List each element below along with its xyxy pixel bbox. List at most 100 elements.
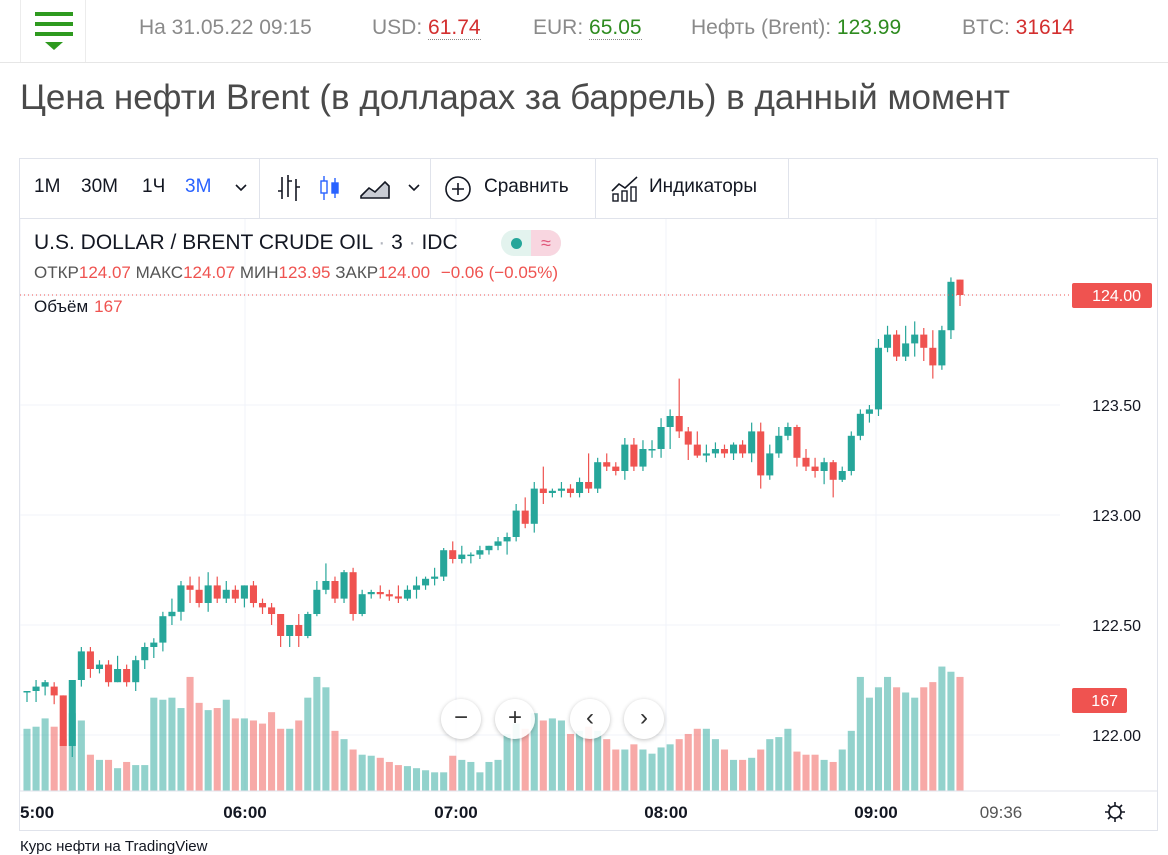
indicators-icon — [611, 176, 638, 202]
candle-body — [603, 462, 611, 467]
candle-body — [249, 585, 257, 603]
candlestick-icon[interactable] — [318, 173, 342, 203]
volume-bar — [811, 754, 819, 791]
ohlc-legend: ОТКР124.07 МАКС124.07 МИН123.95 ЗАКР124.… — [34, 263, 558, 283]
candle-body — [630, 444, 638, 467]
candle-body — [195, 589, 203, 603]
volume-bar — [594, 730, 602, 791]
volume-bar — [123, 761, 131, 791]
candle-body — [865, 409, 873, 414]
volume-bar — [159, 699, 167, 791]
last-price-badge — [1072, 283, 1152, 308]
candle-body — [639, 449, 647, 467]
volume-bar — [449, 755, 457, 791]
volume-bar — [775, 737, 783, 791]
ticker-brent[interactable]: Нефть (Brent): 123.99 — [691, 16, 901, 40]
volume-bar — [376, 757, 384, 791]
candle-body — [648, 449, 656, 451]
candle-body — [59, 695, 67, 746]
page-title: Цена нефти Brent (в долларах за баррель)… — [20, 78, 1010, 117]
close-label: ЗАКР — [335, 263, 379, 282]
interval-1m[interactable]: 1М — [34, 176, 61, 197]
toolbar-divider — [595, 159, 596, 218]
volume-label: Объём — [34, 297, 89, 316]
candle-body — [385, 594, 393, 597]
volume-bar — [874, 687, 883, 791]
zoom-out-button[interactable]: − — [441, 699, 481, 739]
volume-bar — [557, 720, 565, 791]
market-status-badge[interactable]: ≈ — [501, 230, 561, 256]
candle-body — [150, 642, 158, 647]
menu-bar — [35, 22, 73, 26]
volume-bar — [277, 728, 285, 791]
volume-bar — [856, 676, 864, 791]
volume-bar — [612, 749, 620, 791]
scroll-left-button[interactable]: ‹ — [570, 699, 610, 739]
volume-bar — [485, 761, 493, 791]
candle-body — [938, 330, 946, 366]
interval-30m[interactable]: 30М — [81, 176, 118, 197]
chevron-down-icon[interactable] — [407, 181, 421, 195]
market-open-dot-icon — [511, 238, 522, 249]
candle-body — [711, 449, 719, 454]
volume-bar — [884, 676, 892, 791]
volume-bar — [720, 749, 729, 791]
ticker-eur[interactable]: EUR: 65.05 — [533, 16, 642, 40]
indicators-button[interactable]: Индикаторы — [610, 159, 788, 218]
candle-body — [684, 431, 692, 445]
volume-bar — [666, 744, 674, 791]
volume-value: 167 — [94, 297, 123, 316]
candle-body — [929, 347, 937, 366]
volume-bar — [186, 676, 194, 791]
symbol-name: U.S. DOLLAR / BRENT CRUDE OIL — [34, 231, 373, 254]
candle-body — [576, 482, 584, 493]
candle-body — [557, 488, 565, 491]
candle-body — [594, 462, 602, 489]
volume-bar — [711, 739, 719, 791]
open-label: ОТКР — [34, 263, 79, 282]
volume-bar — [847, 730, 855, 791]
volume-bar — [222, 699, 230, 791]
candle-body — [739, 444, 747, 454]
area-chart-icon[interactable] — [359, 176, 391, 200]
footer-link[interactable]: Курс нефти на TradingView — [20, 838, 208, 855]
volume-bar — [77, 720, 85, 791]
bar-chart-icon[interactable] — [274, 173, 302, 203]
toolbar-divider — [430, 159, 431, 218]
candle-body — [286, 625, 294, 636]
ticker-btc[interactable]: BTC: 31614 — [962, 16, 1074, 40]
chevron-left-icon: ‹ — [586, 704, 594, 731]
volume-bar — [104, 759, 113, 791]
volume-bar — [132, 765, 140, 791]
candle-body — [213, 585, 221, 599]
volume-bar — [258, 723, 267, 791]
menu-bar — [35, 12, 73, 16]
volume-bar — [512, 723, 520, 791]
volume-bar — [956, 676, 964, 791]
legend-separator: · — [378, 231, 392, 254]
interval-1h[interactable]: 1Ч — [142, 176, 166, 197]
change-value: −0.06 (−0.05%) — [440, 263, 559, 282]
volume-bar — [313, 676, 321, 791]
scroll-right-button[interactable]: › — [624, 699, 664, 739]
zoom-in-button[interactable]: + — [495, 699, 535, 739]
chevron-down-icon[interactable] — [234, 181, 248, 195]
gear-icon[interactable] — [1103, 800, 1127, 824]
interval-3m[interactable]: 3М — [185, 176, 212, 197]
compare-button[interactable]: Сравнить — [444, 159, 594, 218]
volume-bar — [286, 728, 294, 791]
ticker-label: Нефть (Brent): — [691, 16, 837, 39]
price-chart[interactable]: 123.50 123.00 122.50 122.00 124.00 167 5:00 06:… — [20, 159, 1157, 830]
candle-body — [132, 660, 140, 683]
candle-body — [621, 444, 629, 471]
last-volume-label: 167 — [1091, 693, 1118, 710]
volume-bar — [820, 759, 828, 791]
candle-body — [104, 664, 113, 683]
candle-body — [86, 651, 94, 669]
ticker-usd[interactable]: USD: 61.74 — [372, 16, 481, 40]
ticker-label: USD: — [372, 16, 429, 39]
volume-bar — [902, 692, 910, 791]
candle-body — [376, 592, 384, 595]
volume-bar — [947, 671, 955, 791]
menu-icon[interactable] — [20, 0, 86, 62]
